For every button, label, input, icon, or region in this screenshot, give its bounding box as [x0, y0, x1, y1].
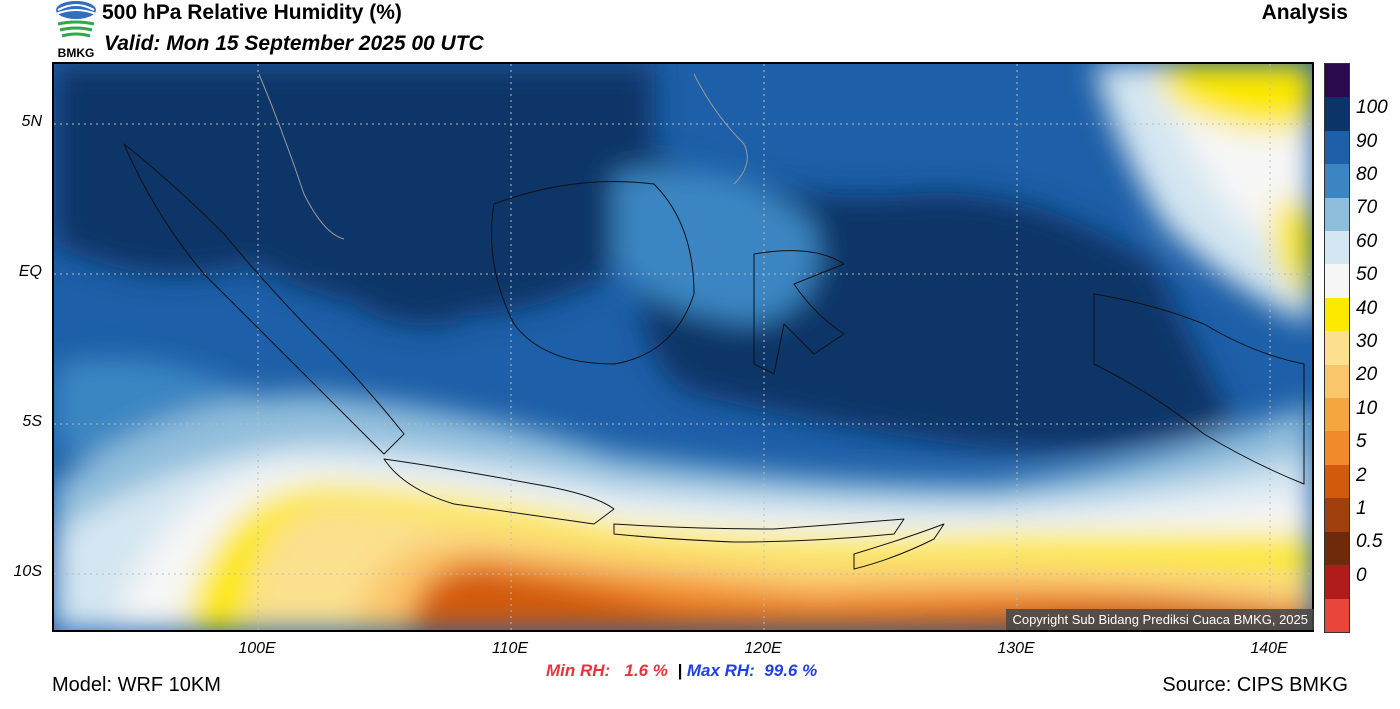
- colorbar-swatch: [1325, 197, 1349, 232]
- nusa-tenggara-coast: [613, 518, 905, 543]
- colorbar-swatch: [1325, 164, 1349, 198]
- colorbar-label: 0: [1356, 564, 1367, 586]
- colorbar-swatch: [1325, 565, 1349, 599]
- colorbar-label: 70: [1356, 197, 1378, 219]
- colorbar-label: 1: [1356, 498, 1367, 520]
- colorbar-label: 40: [1356, 297, 1378, 319]
- stats-separator: |: [677, 661, 683, 680]
- lon-label: 140E: [1250, 640, 1288, 657]
- colorbar-swatch: [1325, 598, 1349, 632]
- lat-label: EQ: [18, 263, 42, 280]
- max-rh-value: 99.6 %: [764, 661, 818, 680]
- copyright-notice: Copyright Sub Bidang Prediksi Cuaca BMKG…: [1006, 609, 1314, 630]
- colorbar-swatch: [1325, 531, 1349, 566]
- colorbar-label: 50: [1356, 264, 1378, 286]
- java-coast: [383, 458, 615, 525]
- colorbar-swatch: [1325, 464, 1349, 499]
- colorbar: [1324, 63, 1350, 633]
- bmkg-logo: BMKG: [52, 0, 100, 60]
- lon-label: 120E: [744, 640, 782, 657]
- colorbar-label: 10: [1356, 397, 1378, 419]
- logo-text: BMKG: [58, 46, 95, 60]
- colorbar-swatch: [1325, 64, 1349, 98]
- colorbar-swatch: [1325, 264, 1349, 298]
- colorbar-label: 100: [1356, 97, 1388, 119]
- humidity-map: [52, 62, 1314, 632]
- lon-label: 110E: [491, 640, 529, 657]
- min-rh-label: Min RH:: [546, 661, 611, 680]
- map-title: 500 hPa Relative Humidity (%): [102, 1, 402, 24]
- colorbar-label: 5: [1356, 431, 1367, 453]
- source-label: Source: CIPS BMKG: [1162, 674, 1348, 696]
- lon-label: 100E: [238, 640, 276, 657]
- valid-time: Valid: Mon 15 September 2025 00 UTC: [104, 32, 484, 55]
- lat-label: 5N: [21, 113, 42, 130]
- dry-ne-yellow: [1154, 64, 1312, 131]
- colorbar-swatch: [1325, 331, 1349, 365]
- dark-humid-region: [298, 124, 490, 326]
- max-rh-label: Max RH:: [686, 661, 755, 680]
- analysis-label: Analysis: [1261, 1, 1348, 24]
- colorbar-swatch: [1325, 498, 1349, 532]
- colorbar-swatch: [1325, 364, 1349, 399]
- lat-label: 10S: [13, 563, 42, 580]
- colorbar-label: 0.5: [1356, 531, 1383, 553]
- lat-label: 5S: [22, 413, 42, 430]
- colorbar-swatch: [1325, 97, 1349, 131]
- colorbar-label: 30: [1356, 331, 1378, 352]
- colorbar-label: 90: [1356, 130, 1378, 152]
- colorbar-swatch: [1325, 130, 1349, 165]
- dry-ne-yellow: [1274, 200, 1312, 304]
- timor-coast: [853, 523, 945, 570]
- sumatra-coast: [123, 143, 405, 455]
- colorbar-swatch: [1325, 297, 1349, 332]
- rh-stats: Min RH: 1.6 % | Max RH: 99.6 %: [546, 661, 817, 681]
- colorbar-label: 20: [1356, 364, 1378, 386]
- colorbar-label: 2: [1356, 464, 1367, 486]
- min-rh-value: 1.6 %: [624, 661, 668, 680]
- model-label: Model: WRF 10KM: [52, 674, 221, 696]
- lon-label: 130E: [997, 640, 1035, 657]
- colorbar-swatch: [1325, 231, 1349, 265]
- malay-peninsula-coast: [258, 73, 345, 240]
- colorbar-swatch: [1325, 431, 1349, 465]
- sulawesi-coast: [753, 250, 845, 375]
- colorbar-label: 80: [1356, 163, 1378, 185]
- philippines-coast: [693, 73, 748, 185]
- papua-coast: [1093, 293, 1305, 485]
- colorbar-label: 60: [1356, 230, 1378, 252]
- borneo-coast: [491, 181, 695, 365]
- mid-humid-region: [614, 169, 818, 324]
- colorbar-swatch: [1325, 398, 1349, 432]
